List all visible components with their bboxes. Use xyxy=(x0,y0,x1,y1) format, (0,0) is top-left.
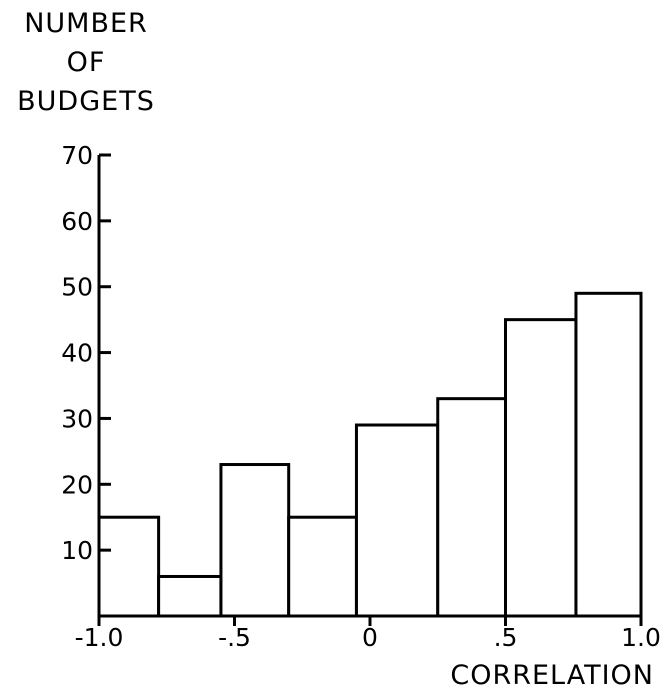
x-tick-label: -.5 xyxy=(218,623,251,652)
histogram-bar xyxy=(436,397,507,618)
histogram-bar xyxy=(219,463,291,618)
x-axis-label: CORRELATION xyxy=(450,660,654,691)
x-tick-label: .5 xyxy=(494,623,518,652)
bars xyxy=(97,291,643,618)
y-axis-label-line: OF xyxy=(67,47,106,78)
y-axis: 10 20 30 40 50 60 70 xyxy=(61,141,111,616)
y-axis-label: NUMBER OF BUDGETS xyxy=(17,8,155,117)
y-tick-label: 10 xyxy=(61,536,93,565)
histogram-bar xyxy=(287,515,358,618)
histogram-bar xyxy=(157,574,223,618)
x-axis: -1.0 -.5 0 .5 1.0 xyxy=(75,614,661,652)
x-tick-label: 1.0 xyxy=(621,623,661,652)
y-tick-label: 70 xyxy=(61,141,93,170)
histogram-bar xyxy=(97,515,161,618)
x-tick-label: 0 xyxy=(362,623,378,652)
y-tick-label: 60 xyxy=(61,207,93,236)
y-tick-label: 40 xyxy=(61,339,93,368)
y-axis-label-line: NUMBER xyxy=(24,8,148,39)
histogram-bar xyxy=(574,291,643,618)
y-tick-label: 30 xyxy=(61,404,93,433)
y-tick-label: 50 xyxy=(61,273,93,302)
histogram-bar xyxy=(504,318,578,618)
histogram-bar xyxy=(354,423,440,618)
y-axis-label-line: BUDGETS xyxy=(17,86,155,117)
y-tick-label: 20 xyxy=(61,470,93,499)
x-tick-label: -1.0 xyxy=(75,623,124,652)
